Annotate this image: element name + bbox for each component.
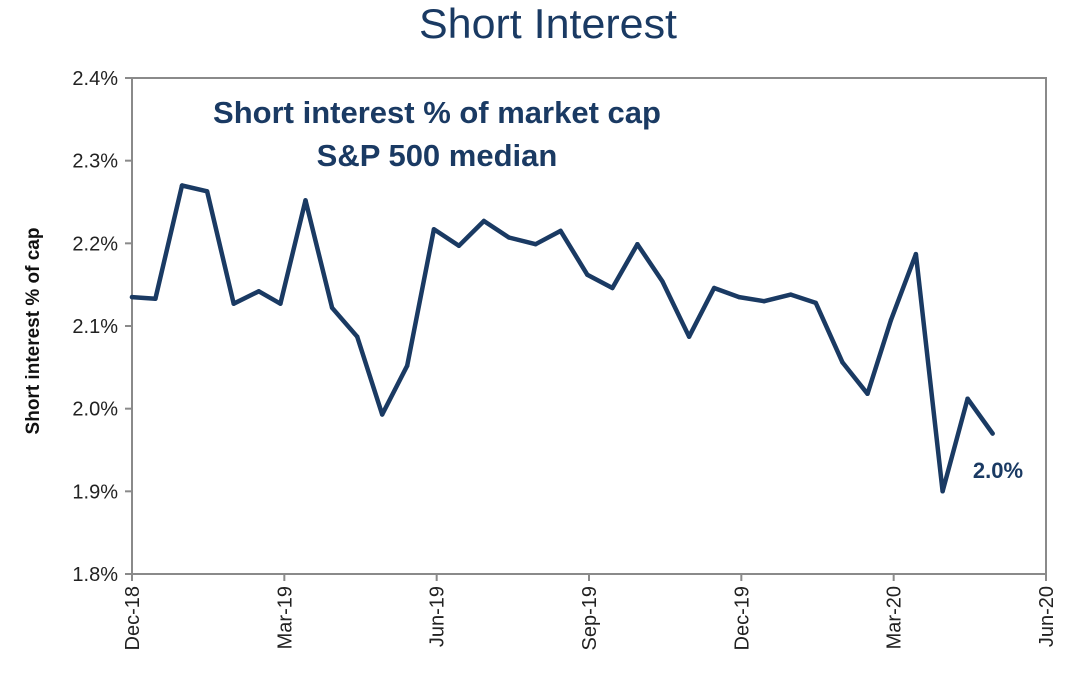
data-point [256, 289, 261, 294]
data-point [711, 285, 717, 291]
data-point [431, 227, 437, 232]
data-point [153, 296, 158, 301]
data-point [204, 189, 210, 194]
data-point [329, 305, 335, 310]
data-point [635, 242, 640, 247]
data-point [788, 292, 793, 297]
data-point [231, 301, 236, 306]
data-point [506, 235, 512, 240]
data-point [990, 431, 995, 436]
data-point [660, 279, 665, 284]
data-point [888, 318, 894, 323]
data-point [179, 183, 185, 188]
x-tick-label: Jun-20 [1036, 586, 1058, 647]
x-tick-label: Mar-19 [274, 586, 296, 649]
y-tick-label: 2.4% [72, 68, 118, 90]
data-point [405, 363, 410, 368]
data-point [355, 334, 360, 339]
data-point [840, 360, 845, 365]
x-tick-label: Dec-19 [731, 586, 753, 650]
x-axis: Dec-18 Mar-19 Jun-19 Sep-19 Dec-19 Mar-20 Jun-… [122, 574, 1058, 651]
data-point [610, 285, 615, 291]
chart-title: Short Interest [419, 0, 677, 47]
y-tick-label: 1.8% [72, 564, 118, 586]
y-tick-label: 2.2% [72, 233, 118, 255]
y-tick-label: 2.1% [72, 316, 118, 338]
x-tick-label: Dec-18 [122, 586, 144, 650]
data-point [481, 218, 487, 224]
series-layer [129, 183, 995, 494]
y-axis-label: Short interest % of cap [23, 228, 44, 435]
annotation-line-2: S&P 500 median [317, 138, 558, 173]
data-point [736, 294, 742, 300]
data-point [558, 228, 563, 234]
data-point [129, 294, 135, 300]
y-axis: 1.8% 1.9% 2.0% 2.1% 2.2% 2.3% 2.4% [72, 68, 132, 586]
data-point [865, 391, 870, 396]
y-tick-label: 2.0% [72, 399, 118, 421]
data-point [686, 334, 692, 339]
data-point [940, 489, 945, 494]
plot-frame [131, 77, 1047, 575]
data-point [585, 272, 590, 277]
data-point [278, 301, 283, 306]
data-point [303, 198, 308, 203]
data-point [533, 242, 538, 247]
x-tick-label: Jun-19 [427, 586, 449, 647]
data-point [761, 299, 767, 304]
data-point [965, 396, 970, 401]
data-point [813, 300, 818, 306]
x-tick-label: Sep-19 [579, 586, 601, 651]
annotation-line-1: Short interest % of market cap [213, 95, 661, 130]
end-value-label: 2.0% [973, 458, 1023, 483]
data-point [380, 412, 385, 417]
y-tick-label: 2.3% [72, 151, 118, 173]
data-point [456, 243, 462, 248]
x-tick-label: Mar-20 [884, 586, 906, 649]
data-point [913, 251, 919, 257]
y-tick-label: 1.9% [72, 481, 118, 503]
